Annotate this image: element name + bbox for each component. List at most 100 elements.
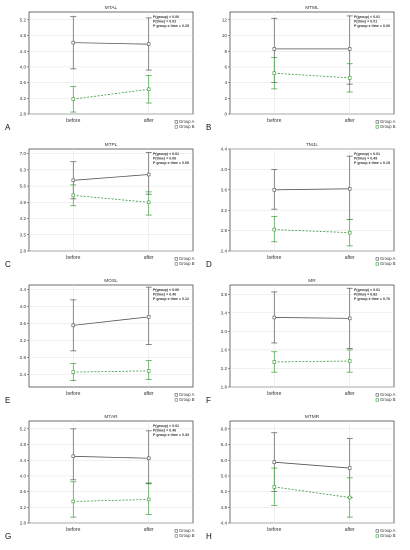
data-point xyxy=(71,499,75,504)
legend-label: Group B xyxy=(179,124,195,129)
y-tick-label: 4.4 xyxy=(20,49,27,54)
data-point xyxy=(272,47,276,51)
plot-area xyxy=(28,284,194,388)
data-point xyxy=(71,97,75,101)
y-tick-label: 5.2 xyxy=(20,426,27,431)
legend-label: Group B xyxy=(380,261,396,266)
data-point xyxy=(147,315,151,319)
data-point xyxy=(348,47,352,51)
legend-label: Group A xyxy=(380,392,396,397)
data-point xyxy=(348,495,352,500)
y-tick-label: 4.2 xyxy=(20,216,27,221)
y-tick-label: 2.8 xyxy=(20,249,27,254)
stat-annotation: P group x time = 0.25 xyxy=(153,24,189,28)
x-tick-label: before xyxy=(267,118,281,124)
y-tick-label: 5.2 xyxy=(221,489,228,494)
series-line xyxy=(274,486,350,498)
x-tick-label: after xyxy=(144,118,154,124)
legend-marker xyxy=(375,257,379,261)
stat-annotation: P(time) = 0.06 xyxy=(153,157,176,161)
data-point xyxy=(272,188,276,192)
stat-annotation: P(group) < 0.00 xyxy=(153,288,179,292)
y-tick-label: 6.8 xyxy=(221,426,228,431)
data-point xyxy=(272,71,276,75)
y-tick-label: 6 xyxy=(224,65,227,70)
y-tick-label: 4.4 xyxy=(20,287,27,292)
y-tick-label: 4.4 xyxy=(20,458,27,463)
y-tick-label: 4 xyxy=(224,80,227,85)
legend-label: Group A xyxy=(179,256,195,261)
legend-marker xyxy=(375,534,379,538)
legend-marker xyxy=(174,529,178,533)
stat-annotation: P(group) < 0.01 xyxy=(153,152,179,156)
y-tick-label: 7.0 xyxy=(20,151,27,156)
data-point xyxy=(147,456,151,460)
stat-annotation: P group x time = 0.15 xyxy=(354,161,390,165)
data-point xyxy=(147,497,151,502)
x-tick-label: before xyxy=(66,255,80,261)
series-line xyxy=(73,455,149,459)
x-tick-label: before xyxy=(267,255,281,261)
series-line xyxy=(274,461,350,469)
legend-label: Group B xyxy=(179,533,195,538)
series-group-b xyxy=(271,349,353,373)
y-tick-label: 3.6 xyxy=(221,187,228,192)
plot-area xyxy=(229,420,395,524)
panel-letter: A xyxy=(5,123,11,132)
stat-annotation: P(group) < 0.01 xyxy=(354,288,380,292)
chart-title: MR xyxy=(308,278,316,284)
legend-marker xyxy=(375,125,379,129)
series-group-b xyxy=(70,75,152,113)
y-tick-label: 2.4 xyxy=(221,249,228,254)
series-line xyxy=(274,188,350,191)
y-tick-label: 4.4 xyxy=(221,147,228,152)
data-point xyxy=(71,178,75,182)
data-point xyxy=(71,40,75,45)
data-point xyxy=(272,315,276,320)
data-point xyxy=(348,359,352,363)
data-point xyxy=(348,76,352,80)
y-tick-label: 4.0 xyxy=(20,304,27,309)
y-tick-label: 3.2 xyxy=(221,208,228,213)
plot-area xyxy=(229,148,395,252)
stat-annotation: P group x time = 0.12 xyxy=(153,297,189,301)
legend-marker xyxy=(174,393,178,397)
series-line xyxy=(73,88,149,100)
series-group-a xyxy=(271,155,353,220)
data-point xyxy=(272,485,276,489)
y-tick-label: 4.8 xyxy=(221,505,228,510)
stat-annotation: P(time) = 0.40 xyxy=(153,293,176,297)
y-tick-label: 4.8 xyxy=(20,442,27,447)
data-point xyxy=(348,187,352,191)
chart-panel-d: 2.4 2.8 3.2 3.6 4.0 4.4 TMJL P(group) < 0.01P(t… xyxy=(206,142,396,269)
y-tick-label: 5.6 xyxy=(221,474,228,479)
legend-marker xyxy=(174,257,178,261)
x-tick-label: after xyxy=(144,391,154,397)
legend-label: Group B xyxy=(179,261,195,266)
y-tick-label: 3.6 xyxy=(20,80,27,85)
stat-annotation: P group x time = 0.76 xyxy=(354,297,390,301)
y-tick-label: 8 xyxy=(224,49,227,54)
chart-title: MTML xyxy=(305,5,319,11)
y-tick-label: 2.6 xyxy=(221,348,228,353)
series-group-a xyxy=(70,428,152,485)
legend-marker xyxy=(375,120,379,124)
x-tick-label: after xyxy=(345,255,355,261)
chart-panel-a: 2.8 3.2 3.6 4.0 4.4 4.8 5.2 MTAL P(group) < 0.00… xyxy=(5,5,195,132)
x-tick-label: after xyxy=(345,527,355,533)
stat-annotation: P(group) < 0.01 xyxy=(354,152,380,156)
y-tick-label: 6.3 xyxy=(20,167,27,172)
y-tick-label: 3.0 xyxy=(221,329,228,334)
chart-title: MTAR xyxy=(104,414,118,420)
y-tick-label: 3.2 xyxy=(20,338,27,343)
series-group-b xyxy=(70,184,152,216)
legend-marker xyxy=(174,125,178,129)
y-tick-label: 3.4 xyxy=(221,310,228,315)
data-point xyxy=(147,42,151,46)
x-tick-label: before xyxy=(66,527,80,533)
stat-annotation: P(time) = 0.49 xyxy=(354,157,377,161)
y-tick-label: 2.8 xyxy=(20,521,27,526)
series-line xyxy=(73,42,149,45)
data-point xyxy=(147,87,151,91)
y-tick-label: 5.6 xyxy=(20,184,27,189)
